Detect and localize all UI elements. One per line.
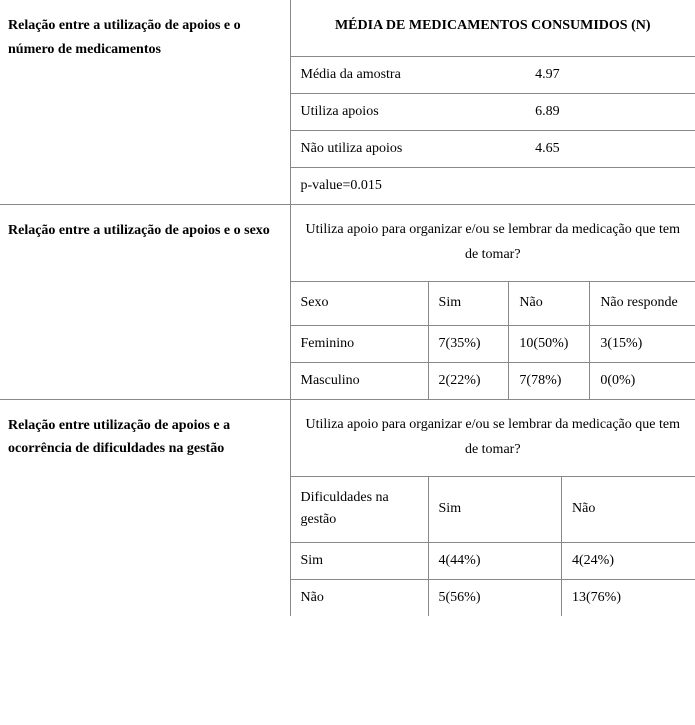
header-row: Dificuldades na gestão Sim Não (291, 476, 695, 542)
col-header: Não (562, 476, 695, 542)
section2-question: Utiliza apoio para organizar e/ou se lem… (291, 205, 695, 281)
cell-value: 3(15%) (590, 325, 695, 362)
row-value: 4.65 (525, 130, 695, 167)
table-row: Masculino 2(22%) 7(78%) 0(0%) (291, 362, 695, 399)
row-label: Utiliza apoios (291, 93, 526, 130)
row-header: Dificuldades na gestão (291, 476, 429, 542)
cell-value: 7(35%) (428, 325, 509, 362)
col-header: Sim (428, 282, 509, 325)
pvalue: p-value=0.015 (291, 167, 695, 204)
section3-question: Utiliza apoio para organizar e/ou se lem… (291, 400, 695, 476)
row-label: Masculino (291, 362, 429, 399)
col-header: Não (509, 282, 590, 325)
cell-value: 10(50%) (509, 325, 590, 362)
cell-value: 13(76%) (562, 579, 695, 616)
cell-value: 4(44%) (428, 542, 561, 579)
table-row: Utiliza apoios 6.89 (291, 93, 695, 130)
section2-title: Relação entre a utilização de apoios e o… (0, 204, 290, 399)
row-label: Sim (291, 542, 429, 579)
row-label: Não utiliza apoios (291, 130, 526, 167)
table-row: Feminino 7(35%) 10(50%) 3(15%) (291, 325, 695, 362)
row-label: Média da amostra (291, 56, 526, 93)
section1-values: Média da amostra 4.97 Utiliza apoios 6.8… (291, 56, 695, 204)
row-value: 6.89 (525, 93, 695, 130)
pvalue-row: p-value=0.015 (291, 167, 695, 204)
row-label: Feminino (291, 325, 429, 362)
table-row: Média da amostra 4.97 (291, 56, 695, 93)
cell-value: 5(56%) (428, 579, 561, 616)
col-header: Sim (428, 476, 561, 542)
cell-value: 7(78%) (509, 362, 590, 399)
cell-value: 2(22%) (428, 362, 509, 399)
row-label: Não (291, 579, 429, 616)
table-row: Não 5(56%) 13(76%) (291, 579, 695, 616)
cell-value: 0(0%) (590, 362, 695, 399)
header-row: Sexo Sim Não Não responde (291, 282, 695, 325)
row-value: 4.97 (525, 56, 695, 93)
col-header: Não responde (590, 282, 695, 325)
section1-header: MÉDIA DE MEDICAMENTOS CONSUMIDOS (N) (291, 0, 695, 56)
statistics-table: Relação entre a utilização de apoios e o… (0, 0, 695, 616)
table-row: Não utiliza apoios 4.65 (291, 130, 695, 167)
section2-crosstab: Sexo Sim Não Não responde Feminino 7(35%… (291, 281, 695, 398)
row-header: Sexo (291, 282, 429, 325)
table-row: Sim 4(44%) 4(24%) (291, 542, 695, 579)
cell-value: 4(24%) (562, 542, 695, 579)
section1-title: Relação entre a utilização de apoios e o… (0, 0, 290, 204)
section3-title: Relação entre utilização de apoios e a o… (0, 399, 290, 616)
section3-crosstab: Dificuldades na gestão Sim Não Sim 4(44%… (291, 476, 695, 616)
